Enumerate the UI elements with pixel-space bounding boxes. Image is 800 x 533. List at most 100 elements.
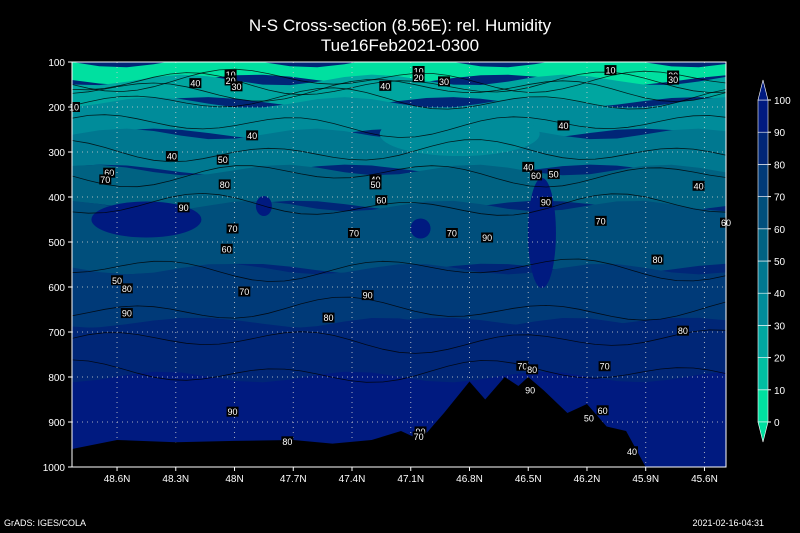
contour-label: 90 (539, 196, 552, 207)
contour-label-bg (604, 65, 617, 76)
contour-label: 40 (379, 80, 392, 91)
field-band (72, 128, 726, 176)
contour-label: 90 (177, 202, 190, 213)
contour-label-bg (224, 69, 237, 80)
contour-label-text: 50 (584, 413, 594, 423)
colorbar-label: 30 (774, 321, 786, 332)
contour-label-bg (375, 195, 388, 206)
terrain (72, 377, 646, 467)
x-axis: 48.6N 48.3N 48N 47.7N 47.4N 47.1N 46.8N 46.5N 46… (104, 467, 718, 485)
colorbar-swatch (757, 357, 769, 391)
contour-line (72, 87, 726, 110)
x-tick-label: 47.7N (280, 474, 307, 485)
contour-line (72, 68, 726, 93)
colorbar-label: 80 (774, 160, 786, 171)
contour-label: 70 (516, 360, 529, 371)
y-tick-label: 600 (48, 283, 65, 294)
contour-label: 90 (226, 406, 239, 417)
contour-label-bg (103, 167, 116, 178)
contour-label-text: 80 (652, 255, 662, 265)
contour-label-bg (530, 170, 543, 181)
contour-label-text: 70 (414, 432, 424, 442)
moist-core (527, 178, 556, 288)
contour-label: 60 (596, 405, 609, 416)
contour-line (72, 258, 726, 282)
colorbar-label: 10 (774, 386, 786, 397)
contour-label-bg (596, 405, 609, 416)
contour-label: 80 (120, 283, 133, 294)
colorbar-swatch (757, 196, 769, 230)
terrain-profile (72, 377, 646, 467)
field-band (72, 164, 726, 212)
colorbar-label: 0 (774, 418, 780, 429)
contour-label-bg (226, 406, 239, 417)
contour-label: 50 (582, 412, 595, 423)
contour-label-bg (379, 80, 392, 91)
colorbar-swatch (757, 325, 769, 358)
contour-label: 80 (322, 312, 335, 323)
contour-label: 40 (557, 120, 570, 131)
contour-label-text: 70 (349, 229, 359, 239)
contour-label-bg (347, 228, 360, 238)
x-tick-label: 48.6N (104, 474, 131, 485)
colorbar-label: 70 (774, 193, 786, 204)
contour-label-bg (238, 286, 251, 297)
contour-label-text: 70 (100, 175, 110, 185)
contour-label-text: 40 (523, 162, 533, 172)
colorbar-swatch (757, 228, 769, 262)
contour-line (72, 114, 726, 138)
contour-label-bg (218, 179, 231, 190)
colorbar-label: 20 (774, 354, 786, 365)
contour-line (72, 165, 726, 188)
contour-label-text: 80 (220, 180, 230, 190)
contour-label-text: 70 (596, 216, 606, 226)
contour-label-text: 70 (447, 229, 457, 239)
contour-label-bg (676, 325, 689, 336)
contour-label-bg (226, 223, 239, 234)
contour-label: 50 (547, 169, 560, 180)
contour-label-text: 90 (228, 407, 238, 417)
contour-label-text: 40 (627, 447, 637, 457)
contour-label-text: 90 (179, 203, 189, 213)
contour-label-text: 90 (363, 291, 373, 301)
contour-label: 80 (281, 436, 294, 447)
x-tick-label: 45.6N (691, 474, 718, 485)
contour-label-text: 50 (218, 155, 228, 165)
contour-label-bg (557, 120, 570, 131)
contour-label-text: 40 (167, 152, 177, 162)
contour-label: 70 (598, 361, 611, 372)
contour-line (72, 192, 726, 216)
y-tick-label: 700 (48, 328, 65, 339)
contour-label: 60 (375, 195, 388, 206)
contour-label-bg (445, 228, 458, 238)
contour-label-bg (165, 151, 178, 162)
contour-label-bg (412, 431, 425, 442)
contour-label-bg (547, 169, 560, 180)
dry-region (379, 112, 540, 156)
y-tick-label: 100 (48, 58, 65, 69)
contour-label: 70 (445, 228, 458, 239)
contour-label: 20 (224, 75, 237, 86)
contour-label-text: 50 (112, 276, 122, 286)
plot-frame (71, 61, 727, 468)
contour-label-bg (361, 290, 374, 301)
field-band (72, 264, 726, 329)
contour-label-text: 60 (376, 196, 386, 206)
contour-label-bg (67, 102, 80, 112)
contour-label: 40 (189, 78, 202, 89)
contour-label-bg (111, 275, 124, 286)
contour-label-bg (526, 364, 539, 375)
x-tick-label: 46.5N (515, 474, 542, 485)
contour-label-bg (281, 436, 294, 447)
contour-label: 10 (412, 66, 425, 77)
field-band (72, 200, 726, 275)
y-tick-label: 300 (48, 148, 65, 159)
contour-label-text: 30 (439, 77, 449, 87)
contour-line (72, 329, 726, 354)
field-band (72, 317, 726, 383)
moist-core (410, 218, 431, 239)
contour-label-bg (412, 66, 425, 76)
contour-label: 30 (230, 81, 243, 92)
contour-label: 30 (438, 76, 451, 87)
